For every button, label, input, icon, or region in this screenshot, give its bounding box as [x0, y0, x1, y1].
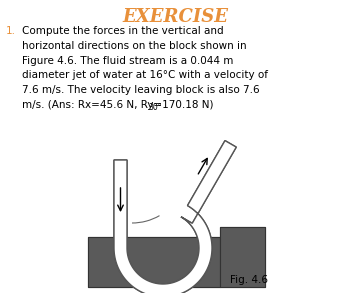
Text: EXERCISE: EXERCISE — [122, 8, 228, 26]
Polygon shape — [114, 141, 236, 293]
Text: Fig. 4.6: Fig. 4.6 — [230, 275, 268, 285]
Bar — [88, 237, 220, 287]
Text: 1.: 1. — [6, 26, 16, 36]
Bar — [220, 227, 265, 287]
Bar — [88, 237, 220, 287]
Text: Compute the forces in the vertical and
horizontal directions on the block shown : Compute the forces in the vertical and h… — [22, 26, 268, 110]
Bar — [220, 227, 265, 287]
Polygon shape — [114, 141, 236, 293]
Text: 30°: 30° — [148, 103, 162, 112]
